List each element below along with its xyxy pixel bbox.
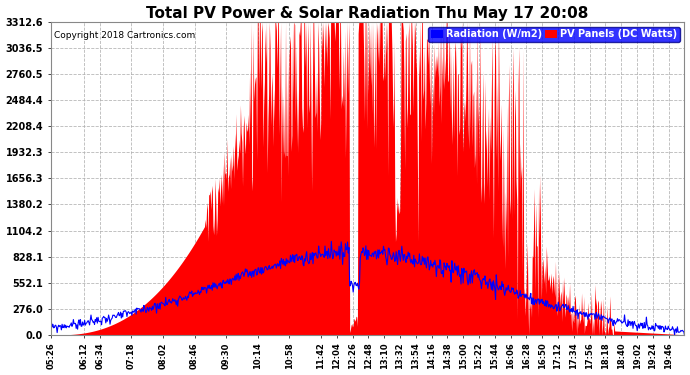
Legend: Radiation (W/m2), PV Panels (DC Watts): Radiation (W/m2), PV Panels (DC Watts)	[428, 27, 680, 42]
Title: Total PV Power & Solar Radiation Thu May 17 20:08: Total PV Power & Solar Radiation Thu May…	[146, 6, 589, 21]
Text: Copyright 2018 Cartronics.com: Copyright 2018 Cartronics.com	[54, 31, 195, 40]
